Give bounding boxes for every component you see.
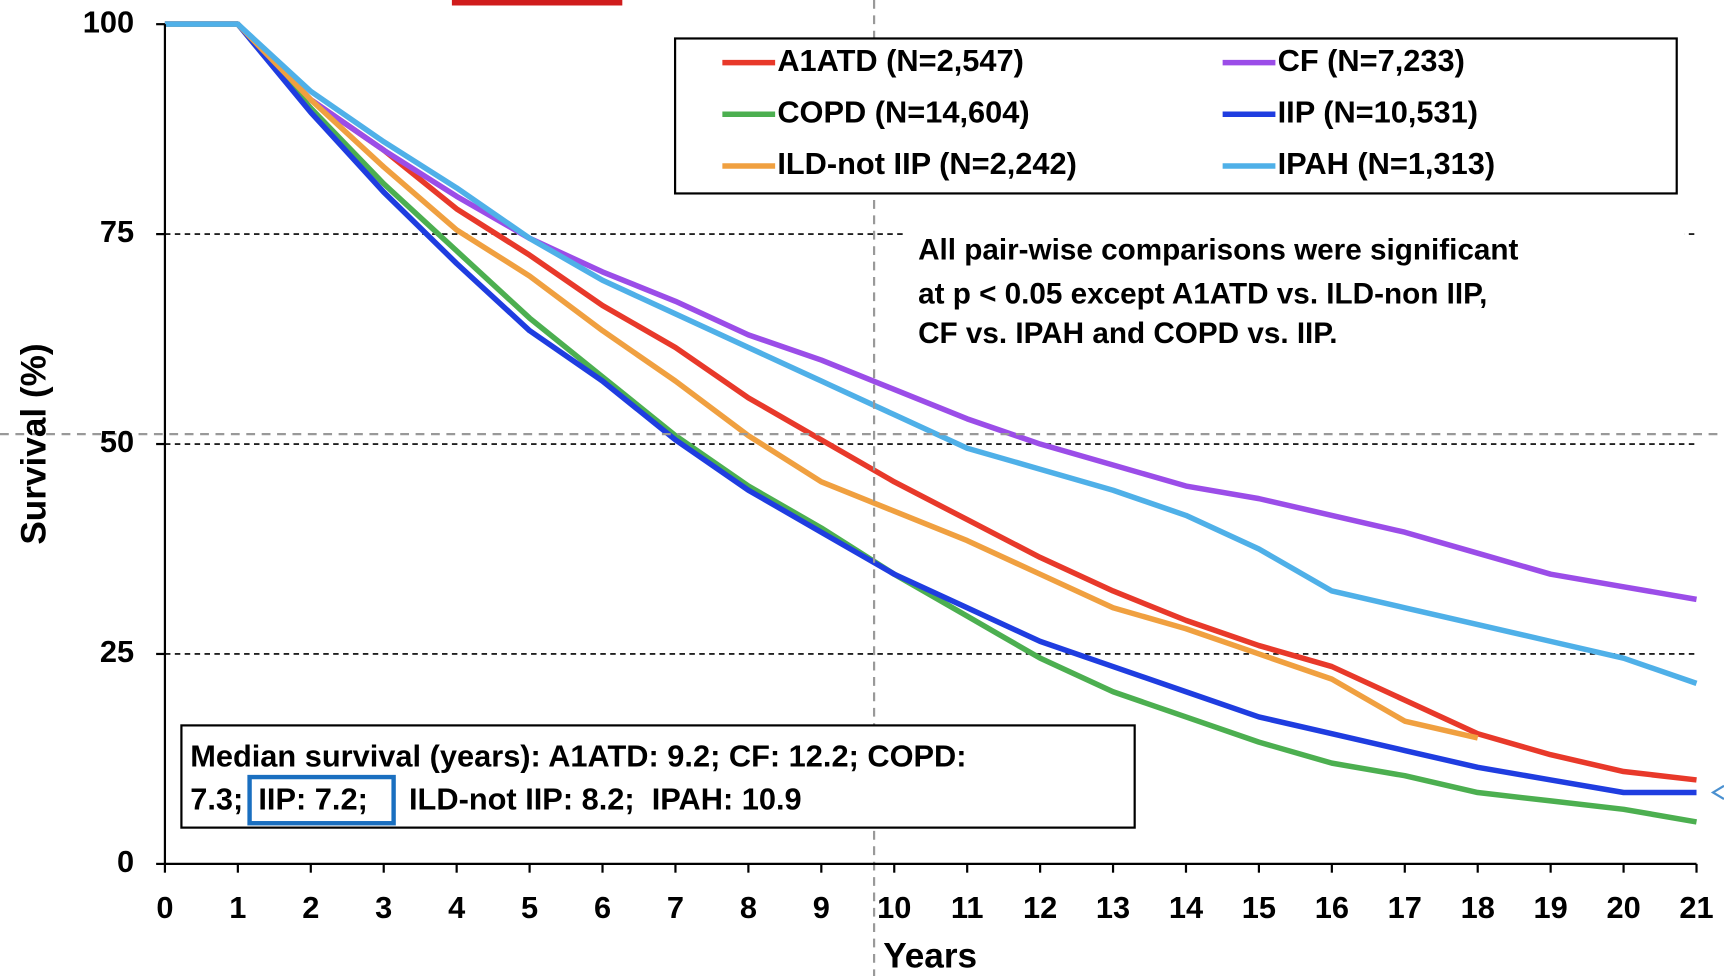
plot-lines [164,21,1698,825]
median-text: Median survival (years): A1ATD: 9.2; CF:… [190,739,966,774]
x-tick-label: 0 [156,890,173,925]
legend: A1ATD (N=2,547) CF (N=7,233) COPD (N=14,60… [722,43,1495,181]
annotation-line: CF vs. IPAH and COPD vs. IIP. [918,317,1337,350]
y-tick-label: 25 [100,634,134,669]
median-text: ILD-not IIP: 8.2; IPAH: 10.9 [409,781,802,816]
cropped-marker [451,0,623,6]
x-tick-label: 1 [229,890,246,925]
legend-label: IIP (N=10,531) [1278,94,1478,129]
y-tick-label: 100 [83,4,134,39]
x-tick-label: 18 [1461,890,1495,925]
legend-label: COPD (N=14,604) [777,94,1029,129]
legend-box [673,37,1678,195]
cropped-arrow [1710,784,1724,800]
legend-label: A1ATD (N=2,547) [777,43,1024,78]
survival-line [164,21,1698,686]
x-tick-label: 6 [594,890,611,925]
y-axis-label: Survival (%) [15,343,54,544]
x-tick-label: 3 [375,890,392,925]
x-tick-label: 12 [1023,890,1057,925]
median-text: 7.3; [190,781,243,816]
legend-label: IPAH (N=1,313) [1278,146,1495,181]
annotation: All pair-wise comparisons were significa… [918,234,1518,351]
x-tick-label: 20 [1606,890,1640,925]
x-tick-label: 17 [1388,890,1422,925]
survival-line [164,21,1697,796]
survival-line [164,21,1697,603]
x-tick-label: 15 [1242,890,1276,925]
median-text: IIP: 7.2; [258,781,367,816]
x-tick-label: 8 [740,890,757,925]
x-tick-label: 11 [951,890,984,925]
x-tick-label: 14 [1169,890,1203,925]
survival-line [164,21,1697,825]
x-tick-label: 21 [1679,890,1713,925]
annotation-line: All pair-wise comparisons were significa… [918,234,1518,267]
x-axis-label: Years [883,937,977,976]
y-tick-label: 50 [100,424,134,459]
y-tick-label: 0 [117,844,134,879]
annotation-line: at p < 0.05 except A1ATD vs. ILD-non IIP… [918,278,1487,311]
x-tick-label: 10 [877,890,911,925]
x-tick-label: 7 [667,890,684,925]
highlight-box [247,774,396,826]
survival-line [164,21,1697,783]
x-tick-label: 19 [1534,890,1568,925]
x-tick-label: 9 [813,890,830,925]
x-tick-label: 2 [302,890,319,925]
x-tick-label: 13 [1096,890,1130,925]
legend-label: ILD-not IIP (N=2,242) [777,146,1077,181]
survival-line [164,21,1479,741]
x-tick-label: 4 [448,890,465,925]
x-tick-label: 5 [521,890,538,925]
annotation-background [903,219,1685,363]
y-tick-label: 75 [100,214,134,249]
legend-label: CF (N=7,233) [1278,43,1465,78]
x-tick-label: 16 [1315,890,1349,925]
